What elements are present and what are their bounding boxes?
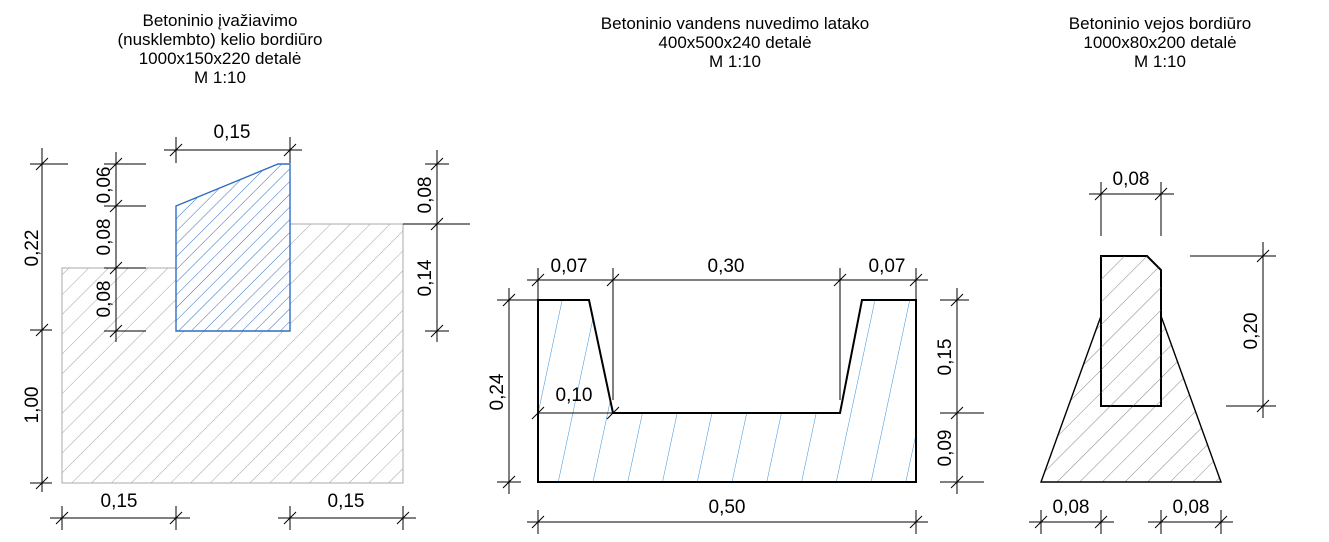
detail-3-title-line-2: 1000x80x200 detalė <box>1083 33 1237 52</box>
detail-3-dim-right: 0,20 <box>1241 313 1262 350</box>
detail-1-dim-right-low: 0,14 <box>415 259 436 296</box>
detail-1-title-line-4: M 1:10 <box>194 68 246 87</box>
detail-1-dim-left-total: 0,22 <box>22 230 43 267</box>
detail-3-curb-hatch <box>1101 256 1161 406</box>
detail-2-title-line-2: 400x500x240 detalė <box>658 33 812 52</box>
detail-1-dim-top-label: 0,15 <box>214 122 251 143</box>
detail-1-dim-left-upper: 1,00 <box>22 387 43 424</box>
detail-1-title-line-3: 1000x150x220 detalė <box>138 49 302 68</box>
detail-3-dim-bottom-right: 0,08 <box>1173 497 1210 518</box>
detail-1-dim-bottom <box>50 506 416 530</box>
detail-3-drawing: 0,08 0,20 0,08 0,08 <box>1029 169 1276 534</box>
detail-3-title-line-1: Betoninio vejos bordiūro <box>1068 14 1252 33</box>
detail-1-dim-seg-low: 0,08 <box>94 281 115 318</box>
detail-1-dim-top <box>164 137 302 163</box>
detail-3-dim-top <box>1089 182 1174 236</box>
detail-1-dim-left <box>30 148 68 492</box>
detail-2-dim-top-right: 0,07 <box>869 256 906 277</box>
detail-2-drawing: 0,07 0,30 0,07 0,24 0,10 0,15 <box>487 256 984 534</box>
detail-2-dim-left <box>497 288 538 494</box>
detail-3-dim-bottom-left: 0,08 <box>1053 497 1090 518</box>
detail-1-dim-seg-mid: 0,08 <box>94 219 115 256</box>
detail-1-dim-right <box>403 150 470 342</box>
detail-2-dim-top-mid: 0,30 <box>708 256 745 277</box>
detail-2-channel-section <box>537 299 917 483</box>
detail-2-dim-inner <box>531 406 620 420</box>
detail-2-dim-top-left: 0,07 <box>551 256 588 277</box>
detail-2-title: Betoninio vandens nuvedimo latako 400x50… <box>565 14 905 71</box>
detail-1-dim-seg-top: 0,06 <box>94 167 115 204</box>
detail-3-title-line-3: M 1:10 <box>1134 52 1186 71</box>
detail-2-dim-right <box>940 288 984 494</box>
detail-2-dim-left-height: 0,24 <box>487 373 508 410</box>
detail-3-dim-top: 0,08 <box>1113 169 1150 190</box>
detail-1-curb-section <box>175 163 291 332</box>
detail-2-title-line-3: M 1:10 <box>709 52 761 71</box>
detail-1-title-line-1: Betoninio įvažiavimo <box>142 11 298 30</box>
detail-2-dim-bottom <box>527 510 928 534</box>
detail-1-drawing: 0,15 0,22 1,00 0,06 0,08 0,08 <box>22 122 470 530</box>
detail-2-dim-bottom: 0,50 <box>709 497 746 518</box>
detail-2-dim-right-lower: 0,09 <box>935 430 956 467</box>
detail-1-dim-bottom-right: 0,15 <box>328 491 365 512</box>
detail-1-dim-inner <box>104 152 146 342</box>
detail-1-dim-bottom-left: 0,15 <box>101 491 138 512</box>
detail-2-title-line-1: Betoninio vandens nuvedimo latako <box>600 14 870 33</box>
detail-3-title: Betoninio vejos bordiūro 1000x80x200 det… <box>1040 14 1280 71</box>
detail-3-dim-bottom <box>1029 510 1233 534</box>
detail-3-dim-right <box>1190 242 1276 418</box>
detail-1-title-line-2: (nusklembto) kelio bordiūro <box>117 30 323 49</box>
detail-2-dim-inner: 0,10 <box>556 385 593 406</box>
detail-2-dim-top <box>527 268 928 400</box>
detail-2-dim-right-upper: 0,15 <box>935 339 956 376</box>
detail-1-title: Betoninio įvažiavimo (nusklembto) kelio … <box>70 11 370 87</box>
detail-1-dim-right-top: 0,08 <box>415 177 436 214</box>
